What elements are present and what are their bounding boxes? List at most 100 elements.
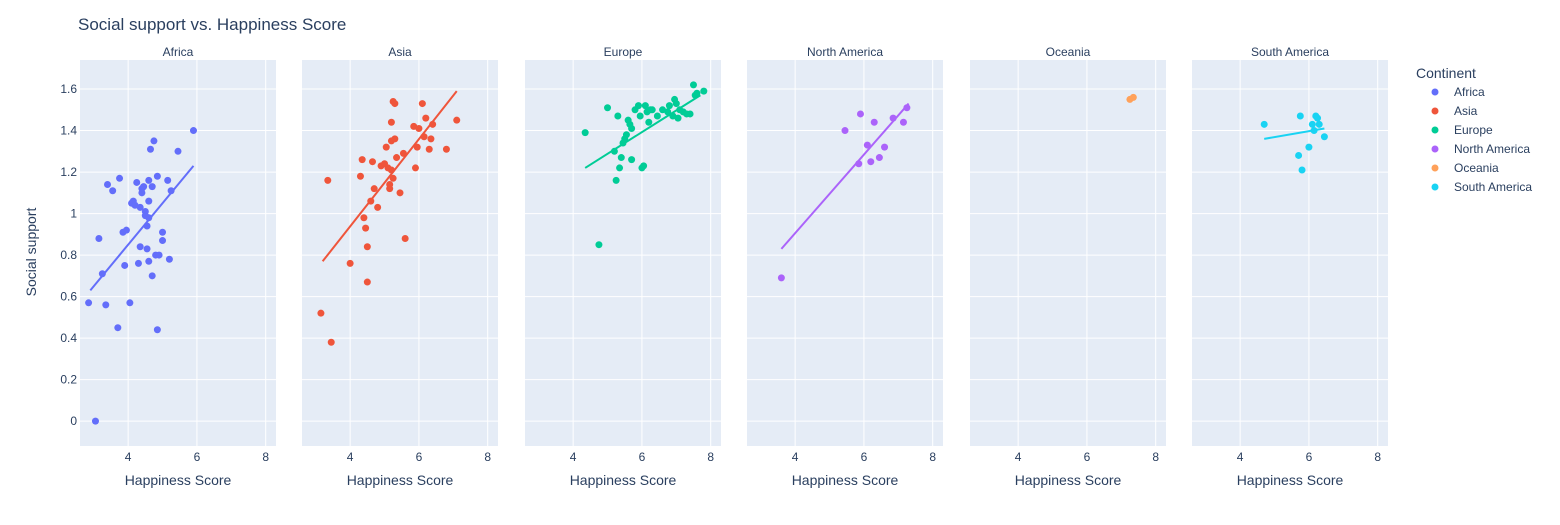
data-point — [628, 156, 636, 164]
data-point — [777, 274, 785, 282]
legend-title: Continent — [1416, 65, 1476, 81]
data-point — [346, 259, 354, 267]
data-point — [153, 172, 161, 180]
data-point — [616, 164, 624, 172]
legend-label: Europe — [1454, 123, 1493, 137]
x-axis-title: Happiness Score — [1015, 472, 1122, 488]
data-point — [622, 131, 630, 139]
x-tick-label: 6 — [416, 450, 423, 464]
data-point — [164, 176, 172, 184]
data-point — [634, 102, 642, 110]
data-point — [387, 118, 395, 126]
legend-label: Oceania — [1454, 161, 1499, 175]
data-point — [899, 118, 907, 126]
data-point — [875, 154, 883, 162]
y-tick-label: 0.4 — [60, 331, 77, 345]
data-point — [386, 181, 394, 189]
data-point — [91, 417, 99, 425]
data-point — [612, 176, 620, 184]
data-point — [109, 187, 117, 195]
y-axis-title: Social support — [23, 208, 39, 297]
data-point — [356, 172, 364, 180]
data-point — [645, 118, 653, 126]
data-point — [138, 189, 146, 197]
data-point — [368, 158, 376, 166]
legend-item: Africa — [1431, 85, 1485, 99]
facet-label: Europe — [604, 45, 643, 59]
data-point — [411, 164, 419, 172]
data-point — [382, 143, 390, 151]
data-point — [420, 133, 428, 141]
chart-title: Social support vs. Happiness Score — [78, 15, 346, 34]
data-point — [358, 156, 366, 164]
data-point — [145, 197, 153, 205]
data-point — [1310, 127, 1318, 135]
legend-item: Oceania — [1431, 161, 1499, 175]
data-point — [145, 214, 153, 222]
x-tick-label: 4 — [570, 450, 577, 464]
data-point — [145, 257, 153, 265]
legend: Continent Africa Asia Europe North America O… — [1416, 65, 1532, 194]
data-point — [363, 243, 371, 251]
data-point — [429, 120, 437, 128]
legend-marker — [1431, 126, 1439, 134]
data-point — [148, 272, 156, 280]
x-axis-title: Happiness Score — [1237, 472, 1344, 488]
data-point — [121, 261, 129, 269]
data-point — [370, 185, 378, 193]
legend-item: South America — [1431, 180, 1532, 194]
x-tick-label: 8 — [1152, 450, 1159, 464]
data-point — [1314, 114, 1322, 122]
data-point — [1308, 120, 1316, 128]
data-point — [415, 124, 423, 132]
x-tick-label: 4 — [1237, 450, 1244, 464]
data-point — [95, 234, 103, 242]
data-point — [122, 226, 130, 234]
x-tick-label: 6 — [861, 450, 868, 464]
legend-marker — [1431, 145, 1439, 153]
data-point — [700, 87, 708, 95]
data-point — [425, 145, 433, 153]
data-point — [610, 147, 618, 155]
plot-background — [1192, 60, 1388, 446]
data-point — [1320, 133, 1328, 141]
y-tick-label: 0.6 — [60, 290, 77, 304]
data-point — [881, 143, 889, 151]
facet-panel-europe: 4 6 8 Happiness Score Europe — [525, 45, 721, 488]
facet-panel-africa: 4 6 8 Happiness Score Africa — [80, 45, 276, 488]
data-point — [664, 108, 672, 116]
x-tick-label: 6 — [1084, 450, 1091, 464]
data-point — [389, 174, 397, 182]
data-point — [653, 112, 661, 120]
legend-items: Africa Asia Europe North America Oceania Sout… — [1431, 85, 1532, 194]
data-point — [327, 338, 335, 346]
data-point — [150, 137, 158, 145]
data-point — [595, 241, 603, 249]
data-point — [391, 100, 399, 108]
data-point — [1298, 166, 1306, 174]
data-point — [427, 135, 435, 143]
x-tick-label: 8 — [707, 450, 714, 464]
plot-background — [747, 60, 943, 446]
data-point — [102, 301, 110, 309]
facet-panel-asia: 4 6 8 Happiness Score Asia — [302, 45, 498, 488]
data-point — [686, 110, 694, 118]
data-point — [863, 141, 871, 149]
legend-marker — [1431, 183, 1439, 191]
trendline — [321, 90, 458, 262]
legend-label: Africa — [1454, 85, 1485, 99]
plot-background — [302, 60, 498, 446]
data-point — [1129, 93, 1137, 101]
data-point — [367, 197, 375, 205]
plot-background — [80, 60, 276, 446]
data-point — [672, 100, 680, 108]
data-point — [841, 127, 849, 135]
facet-label: Africa — [163, 45, 194, 59]
facet-panel-oceania: 4 6 8 Happiness Score Oceania — [970, 45, 1166, 488]
data-point — [689, 81, 697, 89]
data-point — [159, 237, 167, 245]
facet-panel-north-america: 4 6 8 Happiness Score North America — [747, 45, 943, 488]
y-tick-label: 1.6 — [60, 82, 77, 96]
x-tick-label: 8 — [929, 450, 936, 464]
